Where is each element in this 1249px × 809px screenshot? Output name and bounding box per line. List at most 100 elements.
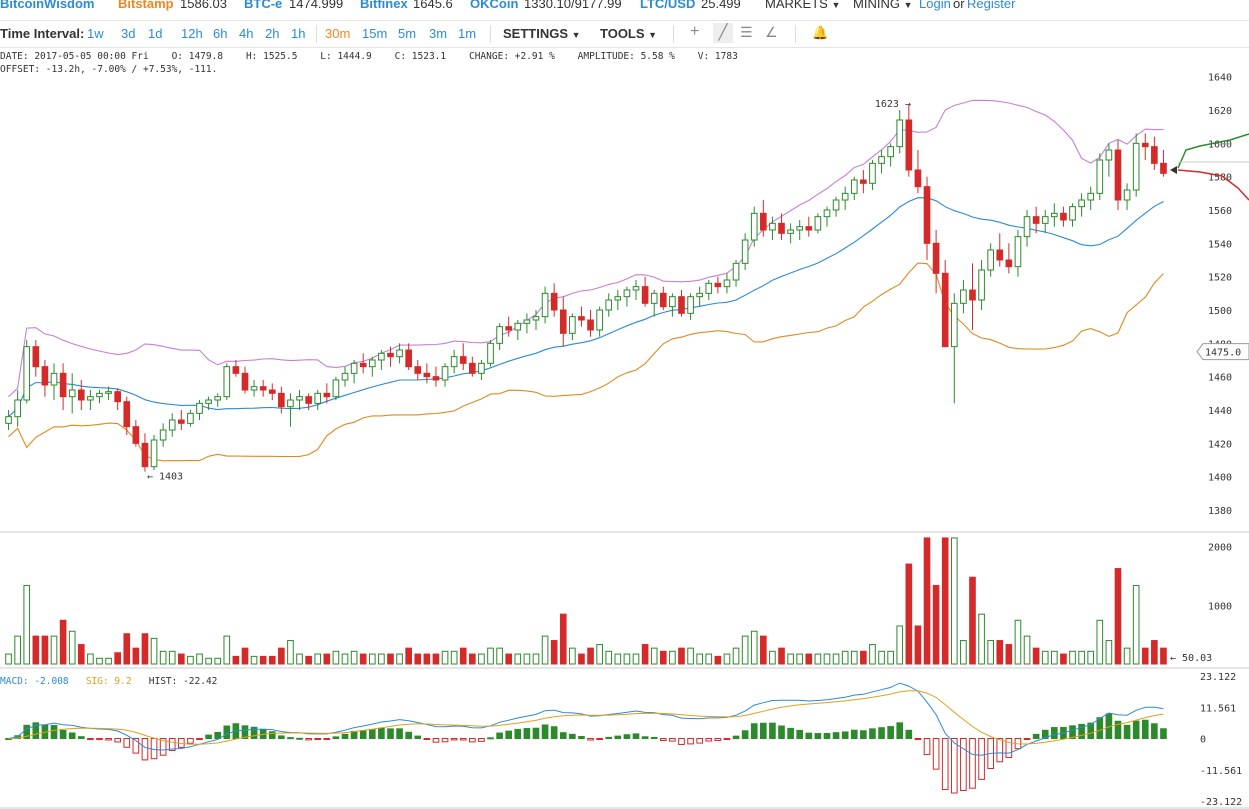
volume-bar [287, 640, 294, 665]
volume-bar [732, 647, 740, 665]
volume-bar [478, 653, 485, 665]
candle-body [878, 156, 885, 164]
price-tick-label: 1600 [1208, 139, 1232, 150]
macd-signal-line [8, 690, 1164, 745]
macd-hist-bar [641, 736, 649, 739]
exchange-bitstamp-name[interactable]: Bitstamp [118, 0, 174, 11]
interval-3d[interactable]: 3d [121, 26, 136, 41]
macd-hist-bar [368, 729, 376, 740]
macd-hist-bar [59, 729, 67, 740]
volume-bar [814, 653, 822, 665]
markets-menu[interactable]: MARKETS ▼ [765, 0, 840, 11]
macd-hist-bar [223, 725, 231, 739]
exchange-okcoin-name[interactable]: OKCoin [470, 0, 519, 11]
mining-menu[interactable]: MINING ▼ [853, 0, 913, 11]
macd-hist-bar [205, 734, 212, 740]
macd-hist-bar [323, 738, 331, 740]
interval-5m[interactable]: 5m [398, 26, 417, 41]
macd-hist-bar [469, 738, 476, 743]
line-draw-icon[interactable]: ╱ [713, 23, 733, 43]
volume-bar [860, 650, 867, 665]
interval-2h[interactable]: 2h [265, 26, 280, 41]
interval-30m[interactable]: 30m [325, 26, 351, 41]
volume-last-label: ← 50.03 [1170, 653, 1212, 664]
candle-body [259, 386, 267, 391]
volume-bar [796, 653, 804, 665]
brand-logo[interactable]: BitcoinWisdom [0, 0, 95, 11]
candle-body [378, 352, 385, 361]
candle-body [469, 362, 476, 374]
macd-hist-bar [805, 732, 813, 740]
volume-bar [250, 655, 258, 665]
interval-1w[interactable]: 1w [87, 26, 104, 41]
volume-bar [332, 650, 340, 665]
interval-15m[interactable]: 15m [362, 26, 388, 41]
macd-hist-bar [550, 726, 558, 740]
interval-4h[interactable]: 4h [239, 26, 254, 41]
bell-icon[interactable]: 🔔 [812, 25, 829, 40]
volume-bar [1123, 647, 1131, 665]
volume-tick-label: 1000 [1208, 601, 1232, 612]
macd-hist-bar [459, 738, 467, 741]
bollinger-mid-line [8, 197, 1164, 418]
macd-hist-bar [387, 728, 394, 739]
fan-icon[interactable]: ∠ [765, 24, 778, 40]
volume-bar [769, 650, 776, 665]
interval-12h[interactable]: 12h [181, 26, 203, 41]
exchange-btce-name[interactable]: BTC-e [244, 0, 283, 11]
volume-bar [741, 635, 749, 665]
settings-menu[interactable]: SETTINGS ▼ [503, 26, 581, 41]
candle-body [550, 292, 558, 311]
tools-menu[interactable]: TOOLS ▼ [600, 26, 657, 41]
volume-bar [514, 653, 522, 665]
macd-hist-bar [287, 737, 294, 740]
candle-body [314, 392, 322, 404]
login-link[interactable]: Login [919, 0, 951, 11]
interval-3m[interactable]: 3m [429, 26, 448, 41]
candle-body [14, 399, 21, 418]
macd-hist-bar [132, 738, 140, 754]
interval-6h[interactable]: 6h [213, 26, 228, 41]
time-interval-label: Time Interval: [0, 26, 85, 41]
candle-body [769, 222, 776, 231]
interval-1h[interactable]: 1h [291, 26, 306, 41]
exchange-bitfinex-name[interactable]: Bitfinex [360, 0, 408, 11]
candle-body [960, 289, 967, 304]
candle-body [1151, 146, 1158, 164]
interval-1d[interactable]: 1d [148, 26, 163, 41]
crosshair-icon[interactable]: + [690, 23, 700, 40]
register-link[interactable]: Register [967, 0, 1016, 11]
volume-bar [996, 640, 1004, 665]
mining-label: MINING [853, 0, 900, 11]
exchange-ltcusd-name[interactable]: LTC/USD [640, 0, 696, 11]
candle-body [559, 309, 567, 334]
exchange-ltcusd-price: 25.499 [701, 0, 741, 11]
macd-tick-label: 23.122 [1200, 672, 1236, 683]
volume-bar [1114, 568, 1122, 665]
volume-bar [296, 653, 303, 665]
candle-body [96, 392, 103, 398]
hist-value: HIST: -22.42 [148, 676, 218, 687]
candle-body [1060, 212, 1067, 221]
interval-1m[interactable]: 1m [458, 26, 477, 41]
candle-body [987, 249, 994, 271]
price-tick-label: 1460 [1208, 373, 1232, 384]
macd-hist-bar [860, 730, 867, 739]
macd-hist-bar [741, 730, 749, 739]
candle-body [287, 399, 294, 408]
volume-bar [723, 653, 731, 665]
volume-bar [278, 647, 285, 665]
volume-tick-label: 2000 [1208, 543, 1232, 554]
volume-bar [205, 657, 212, 665]
candle-body [23, 346, 31, 401]
volume-bar [178, 653, 185, 665]
candle-body [805, 226, 813, 231]
sig-value: SIG: 9.2 [85, 676, 132, 687]
horizontal-lines-icon[interactable]: ☰ [740, 24, 753, 40]
volume-bar [159, 650, 167, 665]
macd-hist-bar [450, 738, 458, 741]
price-tick-label: 1540 [1208, 239, 1232, 250]
macd-hist-bar [905, 729, 913, 739]
volume-bar [378, 653, 385, 665]
